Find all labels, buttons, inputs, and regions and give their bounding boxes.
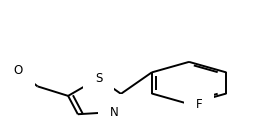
Text: O: O bbox=[13, 64, 23, 77]
Text: S: S bbox=[95, 72, 102, 85]
Text: N: N bbox=[110, 106, 118, 119]
Text: F: F bbox=[196, 98, 203, 111]
